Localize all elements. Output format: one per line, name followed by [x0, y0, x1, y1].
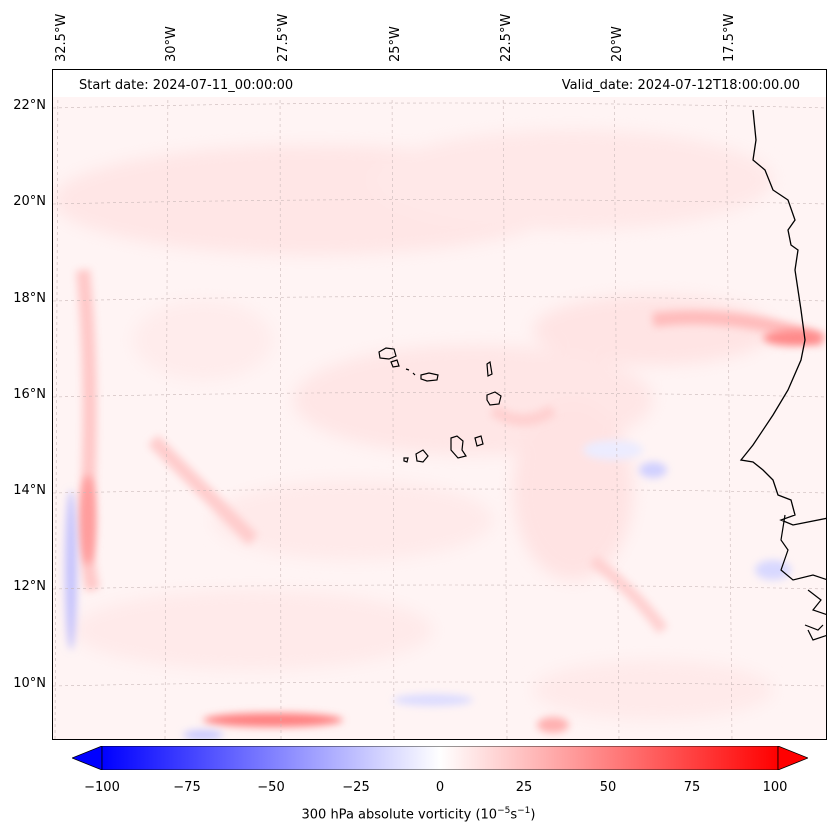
- colorbar-min-extension: [72, 746, 103, 770]
- lat-label-20n: 20°N: [13, 194, 46, 209]
- colorbar-title-text: 300 hPa absolute vorticity (10: [301, 807, 498, 823]
- negative-regions: [65, 440, 791, 739]
- colorbar-tick-label: 50: [599, 780, 617, 795]
- lon-label-32-5w: 32.5°W: [54, 13, 69, 62]
- colorbar-tick-label: 100: [762, 780, 788, 795]
- valid-date-label: Valid_date: 2024-07-12T18:00:00.00: [561, 78, 800, 93]
- gridlines: [53, 70, 826, 739]
- colorbar-tick-label: 25: [515, 780, 533, 795]
- lat-label-14n: 14°N: [13, 483, 46, 498]
- lat-label-10n: 10°N: [13, 676, 46, 691]
- colorbar-title-close: ): [530, 807, 536, 823]
- colorbar-tick-label: −75: [173, 780, 201, 795]
- colorbar-title-exp2: −1: [517, 806, 531, 816]
- colorbar-tick-label: 75: [683, 780, 701, 795]
- lat-label-22n: 22°N: [13, 98, 46, 113]
- lat-label-16n: 16°N: [13, 387, 46, 402]
- lon-label-22-5w: 22.5°W: [499, 13, 514, 62]
- map-panel: Start date: 2024-07-11_00:00:00 Valid_da…: [52, 69, 827, 740]
- lon-label-30w: 30°W: [164, 26, 179, 62]
- colorbar-title: 300 hPa absolute vorticity (10−5s−1): [0, 806, 837, 822]
- lon-label-17-5w: 17.5°W: [722, 13, 737, 62]
- lat-label-18n: 18°N: [13, 291, 46, 306]
- colorbar-tick-label: −50: [257, 780, 285, 795]
- lat-label-12n: 12°N: [13, 579, 46, 594]
- cape-verde-islands: [378, 347, 502, 463]
- strong-positive-cores: [80, 330, 823, 733]
- colorbar-tick-label: −100: [84, 780, 120, 795]
- colorbar-title-unit: s: [510, 807, 518, 823]
- colorbar-tick-label: −25: [342, 780, 370, 795]
- lon-label-25w: 25°W: [388, 26, 403, 62]
- lon-label-20w: 20°W: [610, 26, 625, 62]
- colorbar-max-extension: [777, 746, 808, 770]
- start-date-label: Start date: 2024-07-11_00:00:00: [79, 78, 294, 93]
- date-header: Start date: 2024-07-11_00:00:00 Valid_da…: [53, 70, 826, 97]
- coastline-guinea: [780, 514, 826, 641]
- coastline-mainland: [739, 109, 826, 526]
- colorbar-title-exp1: −5: [497, 806, 511, 816]
- colorbar-tick-label: 0: [435, 780, 445, 795]
- lon-label-27-5w: 27.5°W: [276, 13, 291, 62]
- colorbar: [72, 746, 808, 770]
- colorbar-gradient: [101, 746, 779, 770]
- vorticity-field: [53, 70, 826, 739]
